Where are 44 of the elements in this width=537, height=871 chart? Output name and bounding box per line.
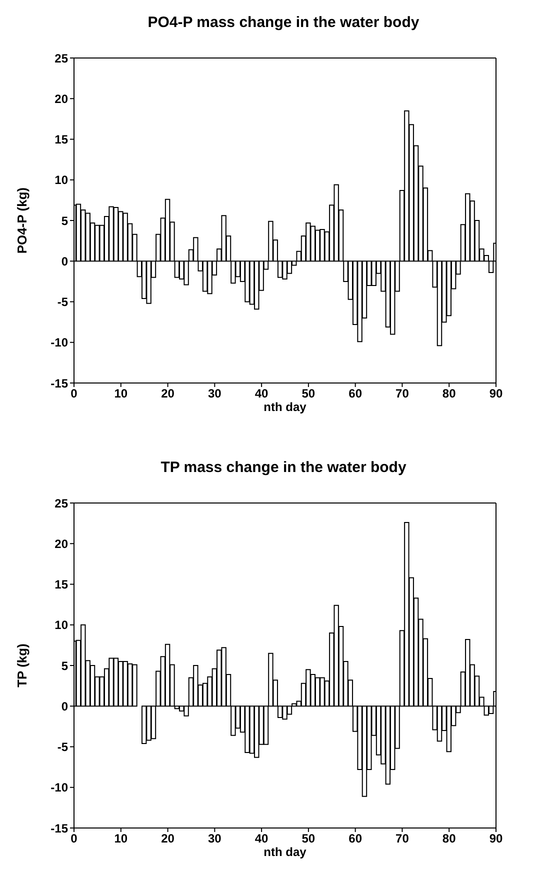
- y-tick-label: -10: [50, 336, 68, 350]
- y-tick-label: 25: [54, 496, 68, 510]
- y-tick-label: -10: [50, 780, 68, 795]
- y-tick-label: 0: [61, 699, 68, 714]
- y-tick-label: 10: [54, 618, 68, 632]
- x-tick-label: 20: [161, 832, 175, 846]
- y-tick-label: 20: [54, 92, 68, 106]
- x-tick-label: 50: [302, 832, 316, 846]
- x-tick-label: 80: [442, 386, 456, 401]
- chart-title: TP mass change in the water body: [160, 458, 408, 478]
- x-tick-label: 90: [489, 832, 503, 846]
- x-tick-label: 50: [302, 386, 316, 401]
- y-tick-label: 25: [54, 51, 68, 66]
- y-tick-label: 15: [54, 132, 68, 147]
- x-axis-title: nth day: [264, 845, 307, 859]
- y-tick-label: 10: [54, 173, 68, 188]
- x-tick-label: 40: [254, 386, 269, 401]
- x-tick-label: 60: [348, 832, 362, 846]
- x-tick-label: 10: [114, 386, 128, 401]
- y-tick-label: 20: [54, 536, 68, 551]
- y-tick-label: 0: [61, 254, 68, 268]
- y-tick-label: 5: [61, 658, 68, 673]
- x-tick-label: 70: [396, 386, 410, 401]
- x-tick-label: 90: [489, 386, 503, 401]
- x-tick-label: 40: [254, 832, 269, 846]
- x-tick-label: 10: [114, 832, 128, 846]
- y-tick-label: 15: [54, 578, 68, 592]
- x-tick-label: 60: [348, 386, 362, 401]
- y-tick-label: -15: [50, 376, 68, 390]
- y-tick-label: -15: [50, 821, 68, 836]
- x-tick-label: 0: [70, 386, 78, 401]
- x-tick-label: 80: [442, 832, 456, 846]
- y-axis-title: TP (kg): [14, 644, 30, 688]
- x-tick-label: 70: [396, 832, 410, 846]
- x-tick-label: 30: [208, 386, 222, 401]
- y-axis-title: PO4-P (kg): [14, 187, 30, 254]
- y-tick-label: -5: [57, 295, 68, 310]
- x-axis-title: nth day: [264, 400, 307, 414]
- x-tick-label: 0: [70, 832, 78, 846]
- y-tick-label: -5: [57, 740, 68, 754]
- y-tick-label: 5: [61, 214, 68, 228]
- x-tick-label: 20: [161, 386, 175, 401]
- chart-title: PO4-P mass change in the water body: [146, 13, 420, 33]
- x-tick-label: 30: [208, 832, 222, 846]
